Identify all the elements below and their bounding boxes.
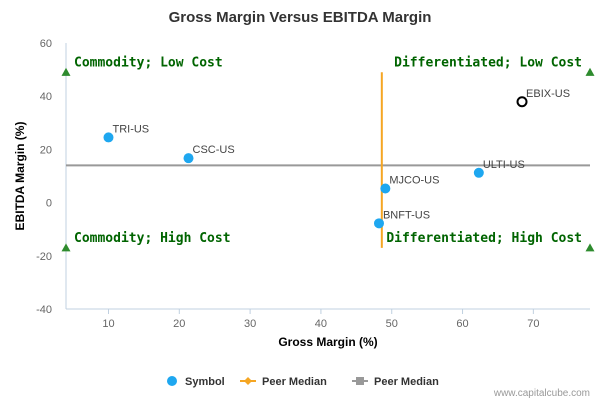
quadrant-label: Differentiated; Low Cost <box>394 55 582 70</box>
x-tick-label: 40 <box>315 318 327 330</box>
y-tick-label: 20 <box>40 144 52 156</box>
legend-symbol-icon <box>167 376 177 386</box>
y-tick-label: -20 <box>36 251 52 263</box>
data-point-label: BNFT-US <box>383 209 430 221</box>
x-axis-title: Gross Margin (%) <box>278 335 377 349</box>
legend-label: Symbol <box>185 376 225 388</box>
data-point[interactable] <box>183 153 194 164</box>
x-tick-labels: 10 20 30 40 50 60 70 <box>102 309 539 330</box>
data-point[interactable] <box>380 183 391 194</box>
quadrant-marker-icon <box>585 67 595 76</box>
legend-label: Peer Median <box>262 376 327 388</box>
data-point-label: CSC-US <box>193 144 235 156</box>
x-tick-label: 30 <box>244 318 256 330</box>
legend: Symbol Peer Median Peer Median <box>167 376 439 388</box>
y-tick-label: 40 <box>40 91 52 103</box>
quadrant-labels: Commodity; Low Cost Differentiated; Low C… <box>61 55 595 252</box>
data-point[interactable] <box>373 218 384 229</box>
data-point-highlight[interactable] <box>516 96 528 108</box>
data-point[interactable] <box>473 167 484 178</box>
quadrant-label: Differentiated; High Cost <box>386 231 582 246</box>
credit-text: www.capitalcube.com <box>493 388 590 399</box>
legend-label: Peer Median <box>374 376 439 388</box>
data-point-label: MJCO-US <box>389 175 439 187</box>
legend-diamond-icon <box>244 377 252 385</box>
data-point-label: TRI-US <box>112 123 149 135</box>
x-tick-label: 10 <box>102 318 114 330</box>
quadrant-marker-icon <box>61 67 71 76</box>
x-tick-label: 60 <box>456 318 468 330</box>
quadrant-marker-icon <box>61 243 71 252</box>
median-lines <box>66 72 590 248</box>
quadrant-label: Commodity; Low Cost <box>74 55 223 70</box>
data-point[interactable] <box>103 132 114 143</box>
quadrant-marker-icon <box>585 243 595 252</box>
data-point-label: ULTI-US <box>483 159 525 171</box>
y-tick-label: 60 <box>40 38 52 50</box>
data-point-label: EBIX-US <box>526 88 570 100</box>
y-tick-label: 0 <box>46 198 52 210</box>
legend-square-icon <box>356 377 364 385</box>
y-axis-title: EBITDA Margin (%) <box>13 122 27 231</box>
quadrant-label: Commodity; High Cost <box>74 231 231 246</box>
x-tick-label: 20 <box>173 318 185 330</box>
y-tick-labels: -40 -20 0 20 40 60 <box>36 38 52 316</box>
y-tick-label: -40 <box>36 304 52 316</box>
x-tick-label: 50 <box>386 318 398 330</box>
x-tick-label: 70 <box>527 318 539 330</box>
data-points: TRI-US CSC-US MJCO-US BNFT-US ULTI-US EBIX-US <box>103 88 570 229</box>
chart-title: Gross Margin Versus EBITDA Margin <box>169 9 432 26</box>
